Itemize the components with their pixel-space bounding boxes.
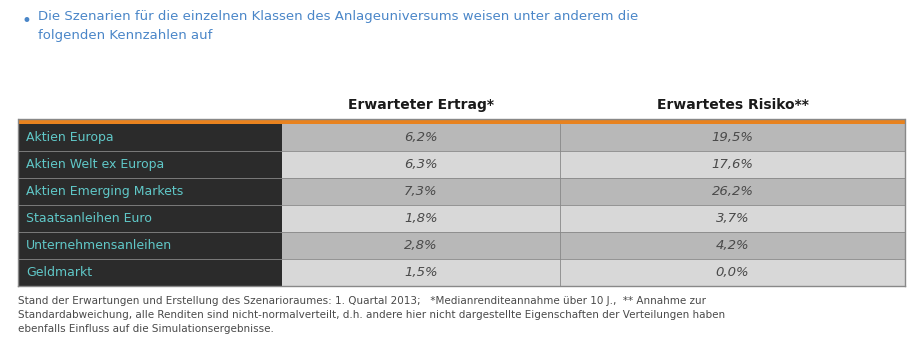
Bar — [560, 205, 905, 232]
Text: Aktien Europa: Aktien Europa — [26, 131, 114, 144]
Text: 6,3%: 6,3% — [404, 158, 438, 171]
Bar — [18, 232, 282, 259]
Text: 1,8%: 1,8% — [404, 212, 438, 225]
Bar — [560, 232, 905, 259]
Text: Geldmarkt: Geldmarkt — [26, 266, 92, 279]
Bar — [282, 178, 560, 205]
Text: 19,5%: 19,5% — [712, 131, 753, 144]
Text: •: • — [22, 12, 32, 30]
Bar — [18, 151, 282, 178]
Text: 17,6%: 17,6% — [712, 158, 753, 171]
Text: 0,0%: 0,0% — [715, 266, 749, 279]
Text: 26,2%: 26,2% — [712, 185, 753, 198]
Text: Erwartetes Risiko**: Erwartetes Risiko** — [656, 98, 809, 112]
Text: Aktien Emerging Markets: Aktien Emerging Markets — [26, 185, 184, 198]
Text: 7,3%: 7,3% — [404, 185, 438, 198]
Bar — [18, 124, 282, 151]
Bar — [18, 119, 905, 124]
Bar — [18, 178, 282, 205]
Text: 1,5%: 1,5% — [404, 266, 438, 279]
Bar — [282, 151, 560, 178]
Text: Stand der Erwartungen und Erstellung des Szenarioraumes: 1. Quartal 2013;   *Med: Stand der Erwartungen und Erstellung des… — [18, 296, 725, 334]
Bar — [282, 259, 560, 286]
Text: 4,2%: 4,2% — [715, 239, 749, 252]
Bar — [282, 232, 560, 259]
Text: Die Szenarien für die einzelnen Klassen des Anlageuniversums weisen unter andere: Die Szenarien für die einzelnen Klassen … — [38, 10, 638, 42]
Text: 3,7%: 3,7% — [715, 212, 749, 225]
Text: Staatsanleihen Euro: Staatsanleihen Euro — [26, 212, 152, 225]
Text: Unternehmensanleihen: Unternehmensanleihen — [26, 239, 172, 252]
Text: 6,2%: 6,2% — [404, 131, 438, 144]
Bar — [282, 124, 560, 151]
Bar — [560, 124, 905, 151]
Bar — [560, 151, 905, 178]
Bar — [18, 205, 282, 232]
Text: Erwarteter Ertrag*: Erwarteter Ertrag* — [348, 98, 494, 112]
Bar — [560, 178, 905, 205]
Text: Aktien Welt ex Europa: Aktien Welt ex Europa — [26, 158, 164, 171]
Bar — [560, 259, 905, 286]
Text: 2,8%: 2,8% — [404, 239, 438, 252]
Bar — [282, 205, 560, 232]
Bar — [18, 259, 282, 286]
